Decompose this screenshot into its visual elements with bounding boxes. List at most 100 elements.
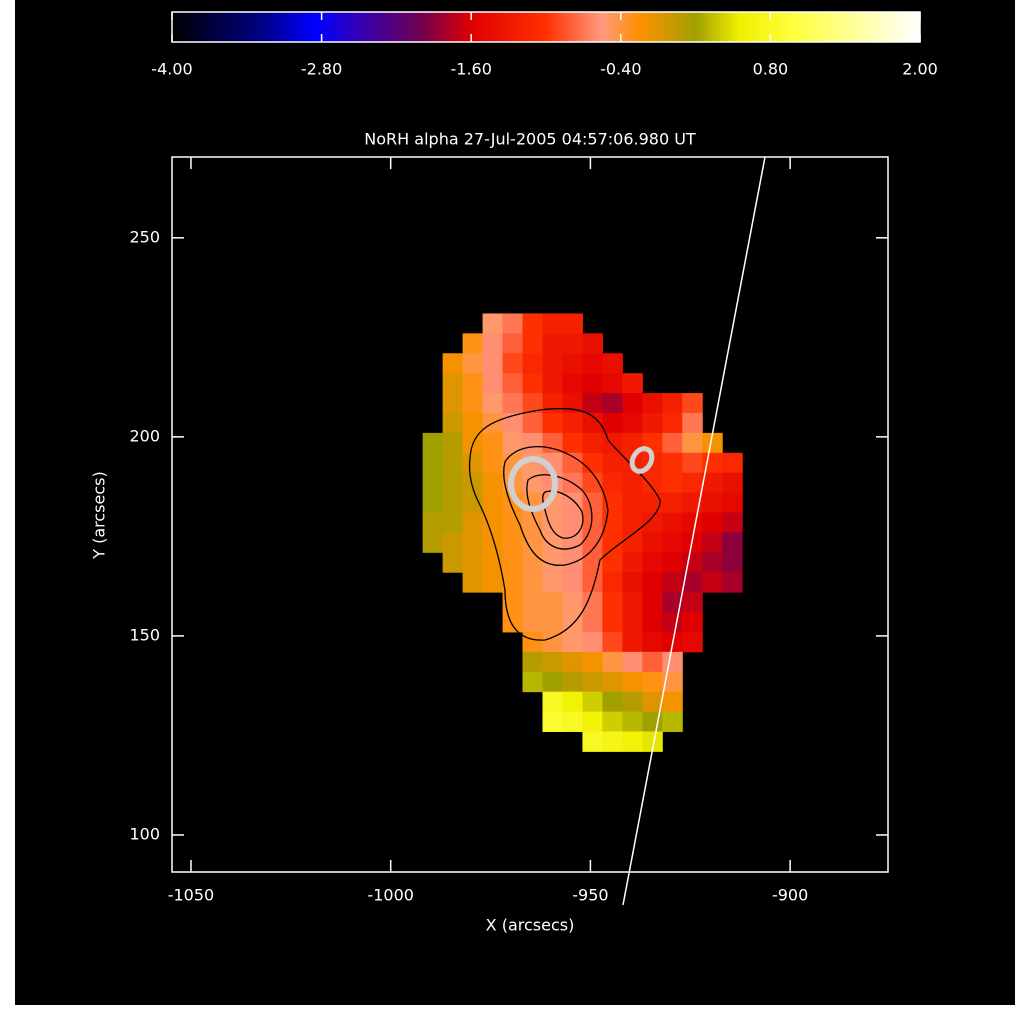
heatmap-cell (582, 412, 603, 434)
heatmap-cell (502, 333, 524, 354)
heatmap-cell (642, 631, 663, 653)
heatmap-cell (582, 671, 603, 693)
heatmap-cell (522, 432, 543, 454)
heatmap-cell (562, 612, 583, 633)
heatmap-cell (462, 373, 484, 394)
heatmap-cell (602, 651, 623, 673)
heatmap-cell (522, 651, 543, 673)
heatmap-cell (602, 592, 623, 613)
heatmap-cell (442, 432, 464, 454)
heatmap-cell (502, 313, 524, 334)
heatmap-cell (562, 373, 583, 394)
heatmap-cell (662, 572, 683, 593)
heatmap-cell (542, 612, 563, 633)
heatmap-cell (522, 552, 543, 573)
heatmap-cell (522, 631, 543, 653)
heatmap-cell (482, 472, 504, 494)
heatmap-cell (702, 472, 723, 494)
heatmap-cell (582, 691, 603, 713)
heatmap-cell (582, 452, 603, 474)
heatmap-cell (662, 432, 683, 454)
x-axis-label: X (arcsecs) (486, 916, 575, 935)
heatmap-cell (542, 412, 563, 434)
contour (526, 474, 593, 550)
heatmap-cell (482, 572, 504, 593)
heatmap-cell (622, 393, 643, 414)
heatmap-cell (582, 532, 603, 553)
heatmap-cell (542, 313, 563, 334)
contour (629, 446, 655, 474)
heatmap-cell (722, 532, 743, 553)
heatmap-cell (442, 512, 464, 533)
heatmap-cell (502, 412, 524, 434)
heatmap-cell (522, 472, 543, 494)
heatmap-cell (522, 572, 543, 593)
heatmap-cell (502, 432, 524, 454)
y-tick-label: 200 (129, 426, 160, 445)
heatmap-cell (662, 671, 683, 693)
heatmap-cell (722, 452, 743, 474)
heatmap-cell (642, 691, 663, 713)
colorbar-tick-label: -4.00 (151, 60, 192, 79)
heatmap-cell (682, 412, 703, 434)
heatmap-cell (522, 671, 543, 693)
heatmap-cell (522, 612, 543, 633)
heatmap-cell (662, 592, 683, 613)
contour (503, 446, 609, 566)
heatmap-cell (462, 393, 484, 414)
heatmap-cell (582, 612, 603, 633)
heatmap-cell (662, 612, 683, 633)
heatmap-cell (622, 731, 643, 752)
heatmap-cell (582, 432, 603, 454)
heatmap-cell (462, 452, 484, 474)
heatmap-cell (522, 592, 543, 613)
heatmap-cell (482, 333, 504, 354)
heatmap-cell (622, 631, 643, 653)
heatmap-cell (702, 552, 723, 573)
heatmap-cell (482, 353, 504, 374)
heatmap-cell (582, 353, 603, 374)
y-axis-label: Y (arcsecs) (90, 471, 109, 559)
heatmap-cell (662, 452, 683, 474)
heatmap-cell (462, 552, 484, 573)
heatmap-cell (662, 393, 683, 414)
heatmap-cell (602, 393, 623, 414)
heatmap-cell (622, 691, 643, 713)
heatmap-cell (642, 393, 663, 414)
heatmap-cell (542, 651, 563, 673)
heatmap-cell (482, 532, 504, 553)
heatmap-cell (562, 353, 583, 374)
heatmap-cell (562, 412, 583, 434)
heatmap-cell (602, 452, 623, 474)
heatmap-cell (582, 512, 603, 533)
heatmap-cell (622, 572, 643, 593)
heatmap-cell (522, 393, 543, 414)
heatmap-cell (642, 612, 663, 633)
colorbar (171, 11, 921, 43)
heatmap-cell (682, 592, 703, 613)
heatmap-cell (462, 412, 484, 434)
heatmap-cell (442, 353, 464, 374)
heatmap-cell (662, 651, 683, 673)
heatmap-cell (702, 512, 723, 533)
heatmap-cell (602, 631, 623, 653)
x-tick-label: -950 (572, 886, 608, 905)
heatmap-cell (522, 412, 543, 434)
heatmap-cell (462, 512, 484, 533)
heatmap-cell (682, 512, 703, 533)
heatmap-cell (562, 532, 583, 553)
heatmap-cell (442, 373, 464, 394)
heatmap-cell (462, 353, 484, 374)
heatmap-cell (502, 572, 524, 593)
heatmap-cell (602, 353, 623, 374)
heatmap-cell (602, 572, 623, 593)
heatmap-cell (622, 412, 643, 434)
heatmap-cell (482, 452, 504, 474)
heatmap-cell (722, 552, 743, 573)
heatmap-cell (602, 691, 623, 713)
heatmap-cell (582, 631, 603, 653)
heatmap-cell (582, 711, 603, 732)
heatmap-cell (422, 532, 444, 553)
heatmap-cell (562, 572, 583, 593)
